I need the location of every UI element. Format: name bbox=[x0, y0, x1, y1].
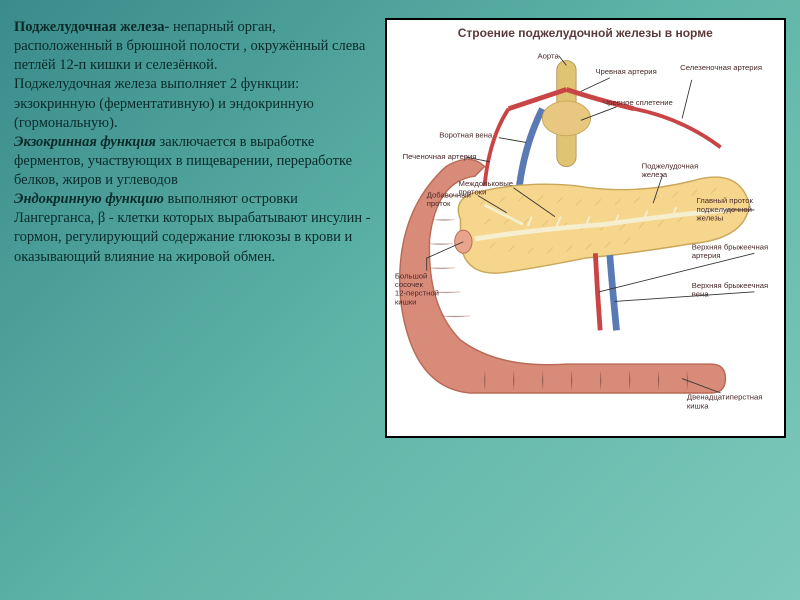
label-smv: Верхняя брыжеечнаявена bbox=[691, 281, 767, 299]
title: Поджелудочная железа- bbox=[14, 19, 169, 35]
label-pancreas: Поджелудочнаяжелеза bbox=[641, 161, 698, 179]
label-celiac-artery: Чревная артерия bbox=[595, 67, 656, 76]
endocrine-title: Эндокринную функцию bbox=[14, 191, 164, 207]
label-hepatic-artery: Печеночная артерия bbox=[402, 152, 476, 161]
label-sma: Верхняя брыжеечнаяартерия bbox=[691, 242, 767, 260]
hepatic-artery-shape bbox=[484, 109, 508, 186]
label-duodenum: Двенадцатиперстнаякишка bbox=[686, 393, 762, 411]
diagram-title: Строение поджелудочной железы в норме bbox=[393, 26, 778, 40]
label-aorta: Аорта bbox=[537, 52, 559, 61]
text-column: Поджелудочная железа- непарный орган, ра… bbox=[14, 18, 385, 582]
label-splenic-artery: Селезеночная артерия bbox=[680, 63, 762, 72]
pancreas-diagram: Аорта Чревная артерия Чревное сплетение … bbox=[393, 42, 778, 426]
splenic-artery-shape bbox=[633, 109, 720, 148]
portal-vein-shape bbox=[518, 109, 542, 196]
exocrine-title: Экзокринная функция bbox=[14, 134, 156, 150]
sup-mes-vein-shape bbox=[609, 255, 616, 330]
label-portal-vein: Воротная вена bbox=[439, 131, 493, 140]
paragraph-2: Поджелудочная железа выполняет 2 функции… bbox=[14, 75, 377, 132]
diagram-box: Строение поджелудочной железы в норме bbox=[385, 18, 786, 438]
diagram-column: Строение поджелудочной железы в норме bbox=[385, 18, 786, 582]
celiac-plexus-shape bbox=[542, 101, 590, 136]
label-celiac-plexus: Чревное сплетение bbox=[603, 98, 673, 107]
